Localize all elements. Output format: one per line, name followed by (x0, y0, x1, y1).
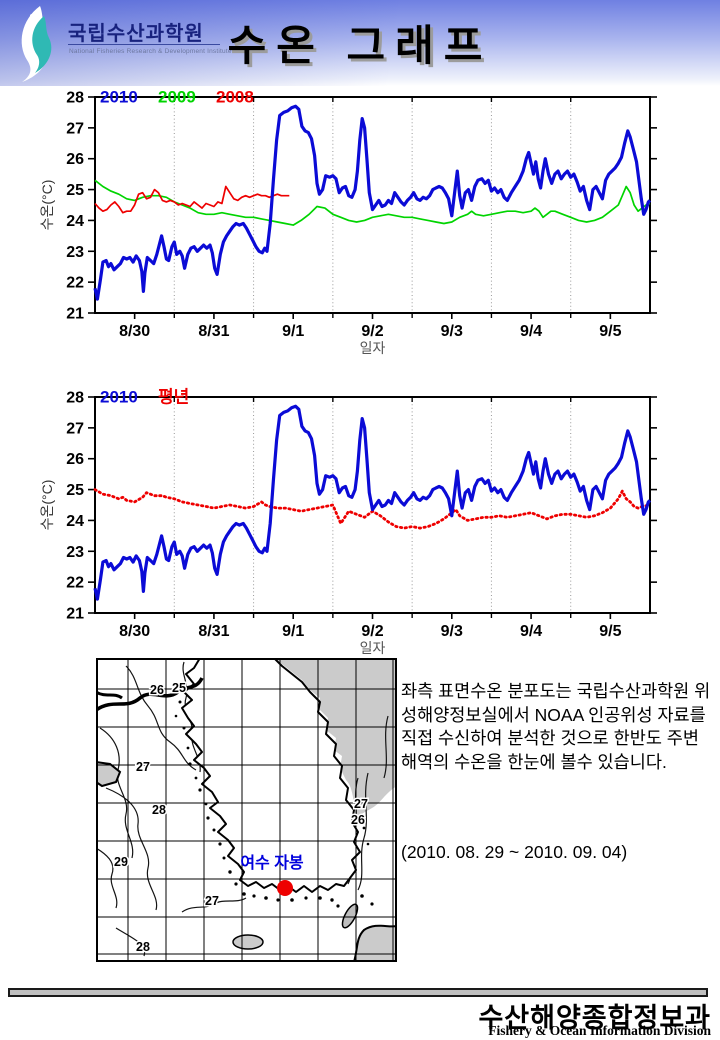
series-2009 (94, 179, 651, 226)
temperature-chart-2010-vs-normal: 21 22 23 24 25 26 27 28 8/30 8/31 9/1 9/2 9/3 9/4 9/5 일… (39, 388, 657, 656)
x-tick-label: 8/30 (119, 323, 150, 340)
y-tick-label: 24 (66, 513, 84, 530)
contour-label-27: 27 (205, 894, 219, 908)
description-period: (2010. 08. 29 ~ 2010. 09. 04) (401, 842, 628, 862)
x-tick-label: 8/30 (119, 623, 150, 640)
island-speckles (174, 700, 374, 908)
page-title: 수온 그래프 (227, 22, 493, 69)
legend-평년: 평년 (158, 388, 189, 407)
org-name: 국립수산과학원 (68, 23, 204, 45)
y-tick-label: 28 (66, 390, 84, 407)
legend-2010: 2010 (100, 88, 138, 107)
x-axis-title: 일자 (360, 340, 386, 356)
x-tick-label: 8/31 (198, 323, 229, 340)
nfrdi-logo: 국립수산과학원 National Fisheries Research & De… (6, 2, 236, 84)
x-tick-label: 9/2 (361, 323, 383, 340)
sst-contour-map: 26 25 27 28 29 27 26 27 28 여수 자봉 (96, 658, 397, 962)
contour-label-28: 28 (152, 803, 166, 817)
y-tick-label: 25 (66, 482, 84, 499)
series-평년 (93, 488, 652, 530)
series-2008 (94, 185, 290, 214)
header: 국립수산과학원 National Fisheries Research & De… (0, 0, 720, 86)
x-axis-title: 일자 (360, 640, 386, 656)
y-tick-label: 22 (66, 275, 84, 292)
x-tick-label: 9/5 (599, 623, 621, 640)
y-tick-label: 27 (66, 120, 84, 137)
y-tick-label: 22 (66, 575, 84, 592)
x-tick-label: 9/4 (520, 623, 542, 640)
org-underline (68, 44, 220, 45)
x-tick-label: 9/1 (282, 323, 304, 340)
jeju-island (232, 934, 264, 950)
x-tick-label: 9/3 (441, 323, 463, 340)
map-grid (96, 658, 397, 962)
department-name-english: Fishery & Ocean Information Division (488, 1023, 711, 1038)
y-tick-label: 25 (66, 182, 84, 199)
series-2010 (93, 404, 652, 601)
y-tick-label: 21 (66, 606, 84, 623)
legend-2009: 2009 (158, 88, 196, 107)
department-name-korean: 수산해양종합정보과 (478, 1003, 711, 1033)
fish-logo-icon (21, 6, 52, 82)
y-axis-title: 수온(°C) (39, 480, 55, 531)
plot-area: 21 22 23 24 25 26 27 28 8/30 8/31 9/1 9/2 9/3 9/4 9/5 일… (39, 388, 657, 656)
x-tick-label: 8/31 (198, 623, 229, 640)
legend-2010: 2010 (100, 388, 138, 407)
east-sea-shading (274, 658, 397, 816)
y-tick-label: 23 (66, 244, 84, 261)
y-axis-title: 수온(°C) (39, 180, 55, 231)
x-tick-label: 9/1 (282, 623, 304, 640)
contour-label-28: 28 (136, 940, 150, 954)
shandong-patch (96, 760, 122, 788)
x-tick-label: 9/5 (599, 323, 621, 340)
plot-area: 21 22 23 24 25 26 27 28 8/30 8/31 9/1 9/2 9/3 9/4 9/5 일… (39, 88, 657, 356)
contour-label-27: 27 (136, 760, 150, 774)
north-coastline (96, 677, 204, 712)
series-2010 (93, 104, 652, 301)
kyushu-patch (352, 924, 397, 962)
coast-detail (96, 690, 123, 700)
org-subtitle: National Fisheries Research & Developmen… (69, 48, 232, 55)
x-tick-label: 9/2 (361, 623, 383, 640)
temperature-chart-2008-2010: 21 22 23 24 25 26 27 28 8/30 8/31 9/1 9/2 9/3 9/4 9/5 일… (39, 88, 657, 356)
y-tick-label: 28 (66, 90, 84, 107)
footer-divider-bar (8, 988, 708, 997)
y-tick-label: 24 (66, 213, 84, 230)
contour-label-29: 29 (114, 855, 128, 869)
contour-label-27: 27 (354, 797, 368, 811)
station-label: 여수 자봉 (240, 854, 304, 872)
station-marker (277, 880, 293, 896)
contour-label-25: 25 (172, 681, 186, 695)
contour-label-26: 26 (150, 683, 164, 697)
x-tick-label: 9/4 (520, 323, 542, 340)
y-tick-label: 26 (66, 451, 84, 468)
y-tick-label: 26 (66, 151, 84, 168)
legend-2008: 2008 (216, 88, 254, 107)
contour-label-26: 26 (351, 813, 365, 827)
description-text: 좌측 표면수온 분포도는 국립수산과학원 위성해양정보실에서 NOAA 인공위성… (401, 681, 711, 772)
y-tick-label: 23 (66, 544, 84, 561)
map-border (96, 658, 397, 962)
y-tick-label: 27 (66, 420, 84, 437)
map-contour-labels: 26 25 27 28 29 27 26 27 28 (113, 680, 370, 956)
x-tick-label: 9/3 (441, 623, 463, 640)
y-tick-label: 21 (66, 306, 84, 323)
